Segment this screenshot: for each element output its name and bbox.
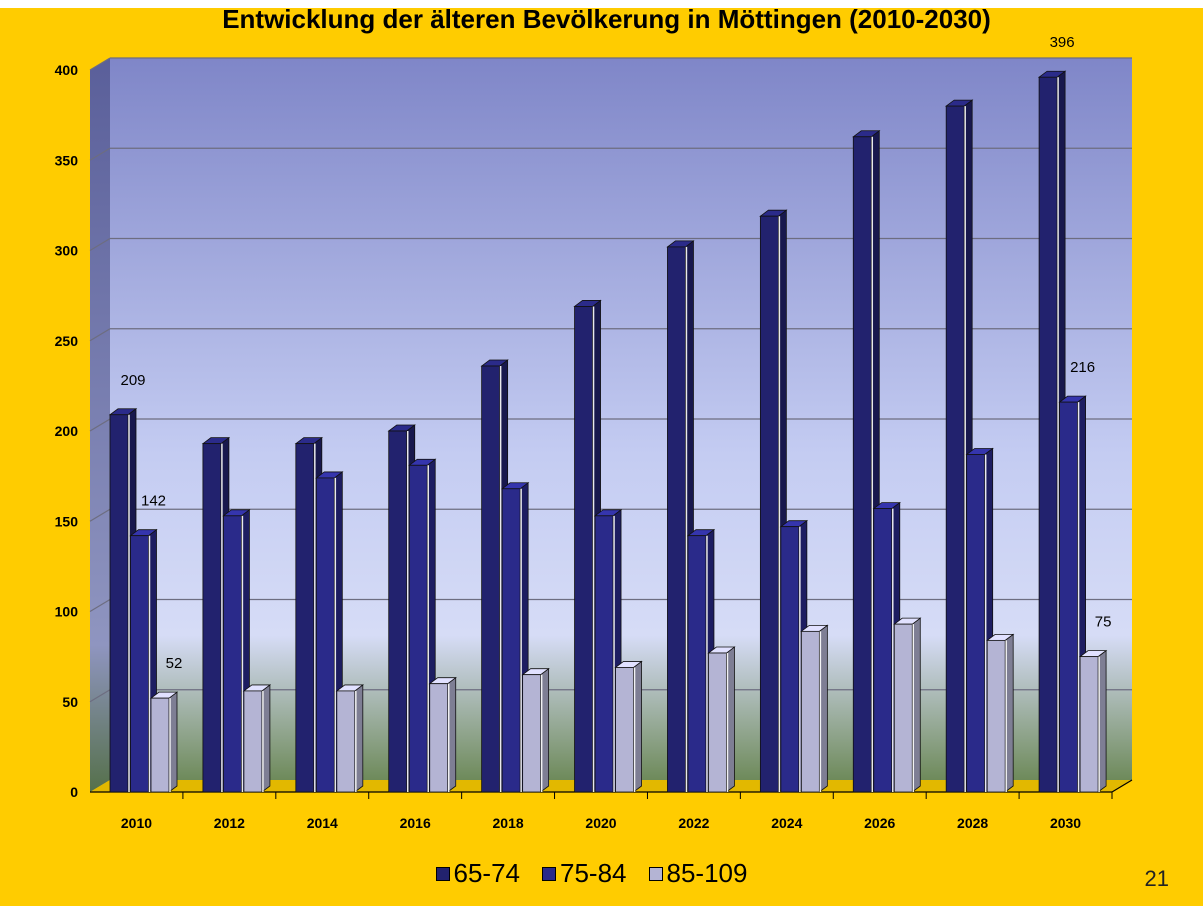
y-tick-label: 0	[70, 784, 78, 800]
gridline-side	[89, 328, 111, 342]
gridline-side	[89, 689, 111, 703]
bar-85-109-2028	[985, 633, 1015, 793]
legend-item: 85-109	[648, 858, 748, 889]
data-label: 52	[166, 655, 183, 672]
bar-85-109-2012	[242, 684, 272, 793]
chart-plot-area: 0 50 100 150 200 250 300 350 400 2010 2012 2014 2016…	[55, 34, 1133, 831]
legend-swatch	[542, 866, 557, 881]
gridline-side	[89, 598, 111, 613]
legend-swatch	[648, 866, 663, 881]
data-label: 75	[1095, 614, 1112, 631]
y-tick-label: 100	[55, 604, 79, 620]
bar-75-84-2026	[872, 501, 901, 793]
bar-85-109-2010	[149, 691, 179, 793]
legend-label: 75-84	[560, 858, 627, 888]
x-axis-depth-line	[1111, 779, 1133, 793]
y-tick-label: 200	[55, 423, 79, 439]
x-tick-label: 2018	[493, 815, 524, 831]
gridline-side	[89, 57, 111, 71]
x-tick-label: 2026	[864, 815, 895, 831]
x-tick-label: 2022	[678, 815, 709, 831]
y-tick-label: 400	[55, 62, 79, 78]
bar-85-109-2014	[335, 684, 365, 793]
bar-65-74-2028	[944, 99, 974, 793]
legend-label: 65-74	[453, 858, 521, 888]
gridline-side	[89, 508, 111, 522]
bar-85-109-2020	[614, 660, 643, 793]
bar-85-109-2030	[1078, 649, 1108, 793]
y-tick-label: 150	[55, 513, 79, 529]
gridline-side	[89, 147, 111, 161]
y-tick-label: 50	[62, 694, 78, 710]
legend: 65-74 75-84 85-109	[0, 858, 1203, 889]
bar-75-84-2030	[1058, 395, 1087, 793]
chart-title: Entwicklung der älteren Bevölkerung in M…	[222, 4, 991, 34]
data-label: 396	[1050, 34, 1075, 51]
bar-85-109-2016	[428, 676, 457, 793]
x-tick-label: 2012	[214, 815, 245, 831]
bar-65-74-2018	[480, 359, 509, 793]
x-tick-label: 2030	[1050, 815, 1081, 831]
x-tick-label: 2010	[121, 815, 152, 831]
legend-item: 65-74	[435, 858, 521, 889]
bar-85-109-2018	[521, 667, 550, 793]
legend-swatch	[435, 866, 450, 881]
y-tick-label: 300	[55, 243, 79, 259]
x-tick-label: 2014	[307, 815, 338, 831]
page-number: 21	[1144, 866, 1169, 891]
bar-85-109-2024	[800, 624, 829, 793]
bar-85-109-2022	[707, 646, 736, 793]
y-tick-label: 250	[55, 333, 79, 349]
bar-75-84-2018	[500, 481, 530, 793]
x-tick-label: 2024	[771, 815, 802, 831]
x-tick-label: 2016	[400, 815, 431, 831]
bar-65-74-2026	[852, 129, 881, 793]
gridline-side	[89, 418, 111, 432]
y-tick-label: 350	[55, 152, 79, 168]
x-tick-label: 2028	[957, 815, 988, 831]
bar-85-109-2026	[893, 617, 922, 793]
legend-item: 75-84	[542, 858, 627, 889]
data-label: 209	[120, 372, 145, 389]
legend-label: 85-109	[666, 858, 748, 888]
data-label: 142	[141, 493, 166, 510]
data-label: 216	[1070, 359, 1095, 376]
x-tick-label: 2020	[585, 815, 616, 831]
gridline-side	[89, 237, 111, 252]
